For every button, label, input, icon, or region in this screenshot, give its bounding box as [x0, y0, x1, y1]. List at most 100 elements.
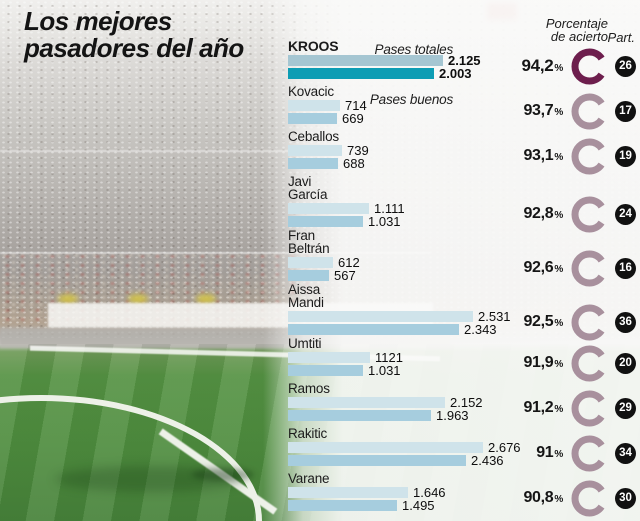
accuracy-percentage: 91,2% — [523, 399, 563, 416]
value-pases-totales: 1.646 — [413, 485, 446, 500]
bar-pases-totales — [288, 487, 408, 498]
player-row: Rakitic 2.676 2.436 91% 34 — [288, 426, 638, 471]
stand-railing — [0, 150, 330, 152]
value-pases-totales: 2.531 — [478, 309, 511, 324]
matches-badge: 19 — [615, 145, 636, 167]
value-pases-buenos: 1.495 — [402, 498, 435, 513]
player-row: KROOS 2.125 2.003 94,2% 26 — [288, 38, 638, 84]
bar-pases-buenos — [288, 158, 338, 169]
accuracy-ring-icon — [571, 48, 608, 84]
bar-pases-buenos — [288, 68, 434, 79]
player-bars: 714 669 — [288, 99, 638, 126]
matches-badge: 34 — [615, 442, 636, 464]
value-pases-buenos: 2.003 — [439, 66, 472, 81]
accuracy-ring-icon — [571, 345, 608, 381]
player-bars: 2.676 2.436 — [288, 440, 638, 468]
player-name: Varane — [288, 471, 330, 486]
accuracy-ring-icon — [571, 390, 608, 426]
accuracy-ring-icon — [571, 435, 608, 471]
player-row: Ramos 2.152 1.963 91,2% 29 — [288, 381, 638, 426]
accuracy-percentage: 91,9% — [523, 354, 563, 371]
player-bars: 2.531 2.343 — [288, 309, 638, 337]
accuracy-ring-icon — [571, 304, 608, 340]
steward-figure — [128, 294, 148, 304]
bar-pases-totales — [288, 397, 445, 408]
accuracy-ring-icon — [571, 480, 608, 516]
matches-badge: 17 — [615, 100, 636, 122]
player-bars: 739 688 — [288, 143, 638, 171]
bar-pases-totales — [288, 203, 369, 214]
bar-pases-buenos — [288, 500, 397, 511]
bar-pases-totales — [288, 257, 333, 268]
player-name: Fran Beltrán — [288, 228, 330, 256]
value-pases-totales: 1121 — [375, 350, 403, 365]
player-shadow — [55, 466, 245, 492]
value-pases-buenos: 1.031 — [368, 363, 401, 378]
bar-pases-totales — [288, 442, 483, 453]
player-bars: 2.125 2.003 — [288, 53, 638, 81]
player-row: Fran Beltrán 612 567 92,6% 16 — [288, 228, 638, 286]
value-pases-totales: 2.125 — [448, 53, 481, 68]
value-pases-totales: 2.152 — [450, 395, 483, 410]
value-pases-totales: 739 — [347, 143, 369, 158]
bar-pases-totales — [288, 145, 342, 156]
value-pases-totales: 612 — [338, 255, 360, 270]
player-name: Aissa Mandi — [288, 282, 324, 310]
value-pases-buenos: 2.343 — [464, 322, 497, 337]
player-row: Ceballos 739 688 93,1% 19 — [288, 129, 638, 174]
player-bars: 1.646 1.495 — [288, 485, 638, 513]
matches-badge: 29 — [615, 397, 636, 419]
player-name: Kovacic — [288, 84, 334, 99]
accuracy-percentage: 92,8% — [523, 205, 563, 222]
player-name: Ramos — [288, 381, 330, 396]
value-pases-buenos: 1.963 — [436, 408, 469, 423]
bar-pases-totales — [288, 352, 370, 363]
bar-pases-buenos — [288, 113, 337, 124]
value-pases-totales: 1.111 — [374, 201, 405, 216]
value-pases-buenos: 669 — [342, 111, 364, 126]
bar-pases-buenos — [288, 216, 363, 227]
accuracy-percentage: 92,6% — [523, 259, 563, 276]
accuracy-percentage: 91% — [536, 444, 563, 461]
value-pases-buenos: 2.436 — [471, 453, 504, 468]
matches-badge: 20 — [615, 352, 636, 374]
ball-shadow — [192, 468, 254, 481]
player-name: Rakitic — [288, 426, 328, 441]
player-name: Ceballos — [288, 129, 339, 144]
value-pases-buenos: 688 — [343, 156, 365, 171]
player-name: KROOS — [288, 38, 339, 54]
steward-figure — [58, 294, 78, 304]
value-pases-buenos: 567 — [334, 268, 356, 283]
bar-pases-buenos — [288, 270, 329, 281]
bar-pases-totales — [288, 311, 473, 322]
player-row: Javi García 1.111 1.031 92,8% 24 — [288, 174, 638, 232]
legend-pases-totales: Pases totales — [374, 42, 454, 57]
legend-pases-buenos: Pases buenos — [369, 92, 453, 107]
player-row: Varane 1.646 1.495 90,8% 30 — [288, 471, 638, 516]
column-header-accuracy: Porcentaje de acierto — [545, 16, 608, 44]
stand-railing — [0, 252, 430, 254]
matches-badge: 26 — [615, 55, 636, 77]
accuracy-ring-icon — [571, 250, 608, 286]
player-bars: 612 567 — [288, 255, 638, 283]
accuracy-percentage: 92,5% — [523, 313, 563, 330]
accuracy-percentage: 93,7% — [523, 102, 563, 119]
matches-badge: 16 — [615, 257, 636, 279]
bar-pases-totales — [288, 55, 443, 66]
bar-pases-buenos — [288, 410, 431, 421]
accuracy-percentage: 90,8% — [523, 489, 563, 506]
matches-badge: 36 — [615, 311, 636, 333]
player-bars: 1121 1.031 — [288, 350, 638, 378]
column-header-matches: Part. — [607, 30, 635, 45]
player-name: Javi García — [288, 174, 328, 202]
player-bars: 2.152 1.963 — [288, 395, 638, 423]
accuracy-ring-icon — [571, 196, 608, 232]
chart-rows: KROOS 2.125 2.003 94,2% 26 Kovacic — [288, 38, 638, 517]
accuracy-ring-icon — [571, 138, 608, 174]
accuracy-percentage: 94,2% — [521, 56, 564, 75]
accuracy-percentage: 93,1% — [523, 147, 563, 164]
value-pases-buenos: 1.031 — [368, 214, 401, 229]
bar-pases-totales — [288, 100, 340, 111]
value-pases-totales: 2.676 — [488, 440, 521, 455]
